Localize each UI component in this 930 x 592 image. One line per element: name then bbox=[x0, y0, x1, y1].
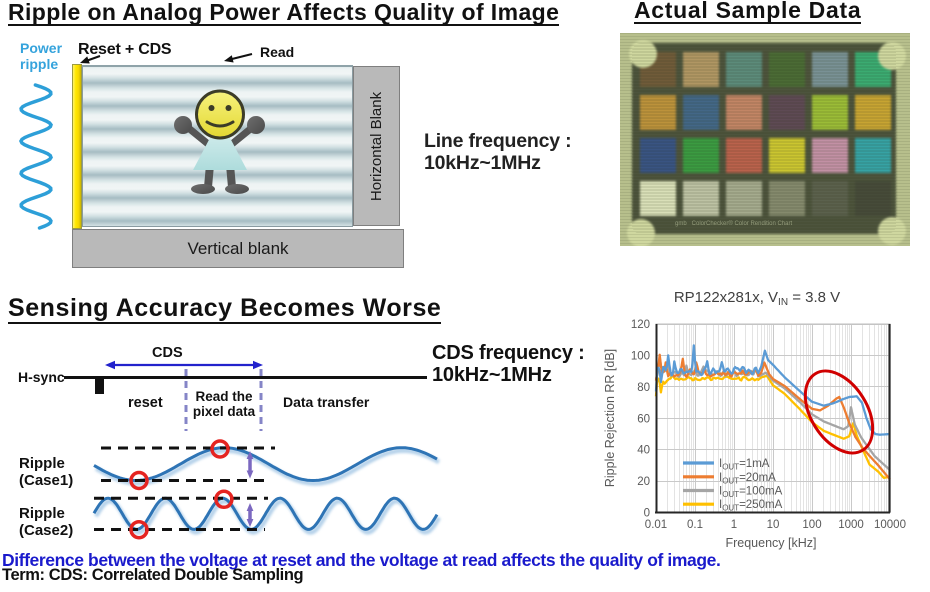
svg-text:10: 10 bbox=[767, 519, 780, 531]
svg-text:0.01: 0.01 bbox=[645, 519, 667, 531]
svg-text:40: 40 bbox=[637, 445, 650, 457]
svg-text:60: 60 bbox=[637, 413, 650, 425]
svg-text:120: 120 bbox=[631, 319, 650, 331]
svg-text:Frequency [kHz]: Frequency [kHz] bbox=[725, 536, 816, 550]
svg-text:1000: 1000 bbox=[838, 519, 864, 531]
svg-text:RP122x281x, VIN = 3.8 V: RP122x281x, VIN = 3.8 V bbox=[674, 289, 840, 308]
svg-text:0: 0 bbox=[644, 508, 650, 520]
svg-text:0.1: 0.1 bbox=[687, 519, 703, 531]
svg-text:20: 20 bbox=[637, 476, 650, 488]
svg-text:Ripple Rejection RR [dB]: Ripple Rejection RR [dB] bbox=[603, 349, 617, 487]
svg-text:IOUT=20mA: IOUT=20mA bbox=[719, 472, 776, 486]
svg-text:100: 100 bbox=[631, 350, 650, 362]
svg-text:80: 80 bbox=[637, 382, 650, 394]
svg-text:IOUT=1mA: IOUT=1mA bbox=[719, 458, 770, 472]
svg-text:IOUT=250mA: IOUT=250mA bbox=[719, 499, 783, 513]
svg-text:1: 1 bbox=[731, 519, 737, 531]
svg-text:10000: 10000 bbox=[874, 519, 906, 531]
svg-text:100: 100 bbox=[802, 519, 821, 531]
